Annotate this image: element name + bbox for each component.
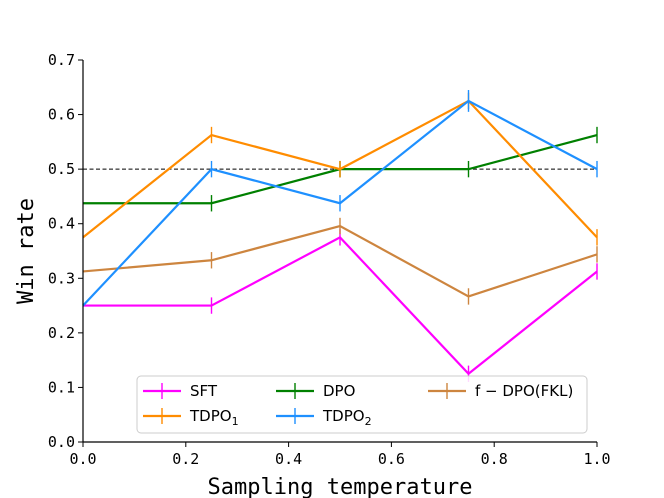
y-tick-label: 0.2 bbox=[48, 324, 75, 342]
series-f-dpo-fkl- bbox=[82, 217, 598, 305]
legend-label: f − DPO(FKL) bbox=[475, 382, 573, 400]
x-tick-label: 0.8 bbox=[481, 450, 508, 468]
legend-label-main: TDPO bbox=[189, 407, 232, 425]
ticks-layer: 0.0 0.2 0.4 0.6 0.8 1.0 0.0 0.1 0.2 0.3 0.4 0.5 0.6 0… bbox=[48, 51, 611, 468]
y-tick-label: 0.1 bbox=[48, 378, 75, 396]
y-tick-label: 0.5 bbox=[48, 160, 75, 178]
legend-entry: DPO bbox=[276, 382, 355, 400]
legend-label: DPO bbox=[323, 382, 355, 400]
legend-label-main: DPO bbox=[323, 382, 355, 400]
legend-label-main: f − DPO(FKL) bbox=[475, 382, 573, 400]
y-tick-label: 0.4 bbox=[48, 215, 75, 233]
legend-entry: f − DPO(FKL) bbox=[428, 382, 573, 400]
axes-layer bbox=[82, 60, 597, 443]
legend-label: TDPO2 bbox=[322, 407, 372, 428]
legend-label-subscript: 2 bbox=[365, 415, 372, 428]
x-tick-label: 1.0 bbox=[583, 450, 610, 468]
legend-label-main: TDPO bbox=[322, 407, 365, 425]
series-layer bbox=[82, 90, 598, 382]
legend-label-subscript: 1 bbox=[232, 415, 239, 428]
legend-entry: SFT bbox=[143, 382, 218, 400]
x-axis-label: Sampling temperature bbox=[208, 475, 473, 498]
y-tick-label: 0.0 bbox=[48, 433, 75, 451]
legend-label: TDPO1 bbox=[189, 407, 239, 428]
legend-box bbox=[136, 375, 588, 434]
x-tick-label: 0.2 bbox=[172, 450, 199, 468]
legend-entry: TDPO2 bbox=[276, 407, 372, 428]
series-sft bbox=[83, 229, 598, 382]
legend-label: SFT bbox=[190, 382, 218, 400]
legend-label-main: SFT bbox=[190, 382, 218, 400]
x-tick-label: 0.0 bbox=[69, 450, 96, 468]
x-tick-label: 0.4 bbox=[275, 450, 302, 468]
y-axis-label: Win rate bbox=[14, 198, 39, 304]
x-tick-label: 0.6 bbox=[378, 450, 405, 468]
series-line bbox=[83, 235, 598, 376]
y-tick-label: 0.6 bbox=[48, 106, 75, 124]
legend-entry: TDPO1 bbox=[143, 407, 239, 428]
y-tick-label: 0.7 bbox=[48, 51, 75, 69]
y-tick-label: 0.3 bbox=[48, 269, 75, 287]
series-tdpo2 bbox=[82, 90, 598, 307]
